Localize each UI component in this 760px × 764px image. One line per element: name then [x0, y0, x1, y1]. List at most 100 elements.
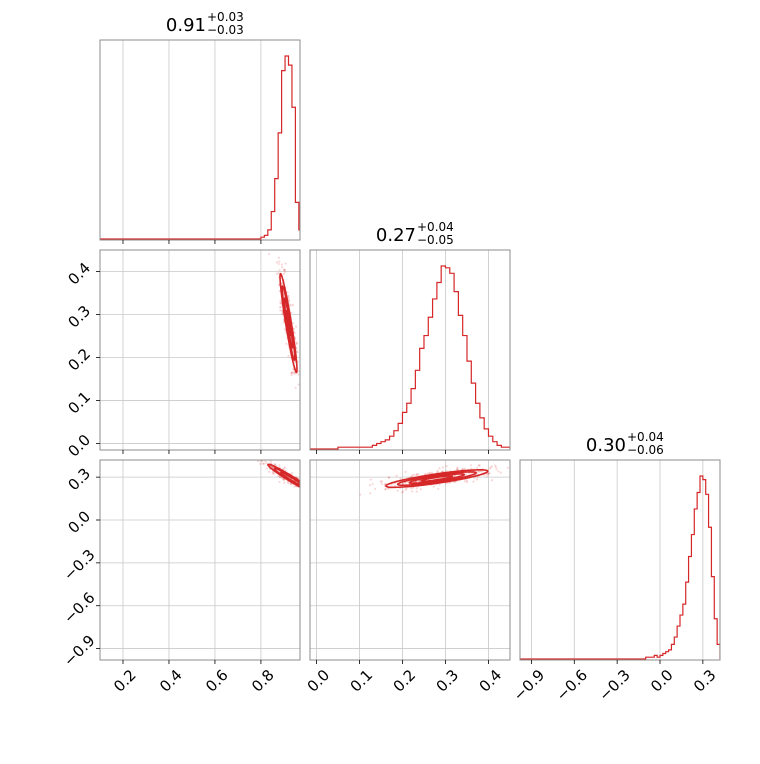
- sample-point: [262, 462, 265, 466]
- sample-point: [293, 332, 296, 335]
- sample-point: [304, 490, 306, 492]
- sample-point: [466, 480, 469, 484]
- sample-point: [287, 354, 290, 358]
- sample-point: [278, 480, 281, 484]
- sample-point: [305, 489, 307, 491]
- sample-point: [314, 494, 316, 496]
- sample-point: [436, 469, 439, 473]
- sample-point: [287, 297, 290, 300]
- histogram-2: [520, 475, 720, 660]
- x-tick-label: 0.4: [476, 666, 506, 696]
- sample-point: [490, 465, 493, 468]
- sample-point: [303, 489, 305, 491]
- y-tick-label: −0.9: [60, 631, 98, 669]
- sample-point: [374, 487, 377, 490]
- sample-point: [369, 478, 372, 481]
- sample-point: [275, 261, 279, 264]
- y-tick-label: 0.4: [64, 259, 94, 289]
- sample-point: [415, 473, 418, 477]
- x-tick-label: 0.4: [156, 666, 186, 696]
- sample-point: [289, 483, 292, 486]
- sample-point: [262, 462, 265, 465]
- sample-point: [485, 475, 489, 478]
- sample-point: [359, 493, 362, 496]
- sample-point: [512, 466, 514, 468]
- sample-point: [463, 467, 466, 470]
- sample-point: [464, 473, 468, 476]
- sample-point: [297, 383, 300, 386]
- panel-frame-2-0: [99, 459, 301, 661]
- sample-point: [280, 476, 283, 480]
- sample-point: [277, 272, 280, 275]
- sample-point: [311, 489, 313, 491]
- sample-point: [430, 471, 433, 474]
- x-tick-label: −0.3: [595, 666, 633, 704]
- sample-point: [294, 386, 297, 389]
- param-title-minus-2: −0.06: [627, 443, 664, 457]
- contour-2-1: [396, 471, 477, 487]
- param-title-plus-2: +0.04: [627, 430, 664, 444]
- sample-point: [305, 490, 307, 492]
- contour-2-2: [408, 473, 466, 485]
- sample-point: [269, 460, 272, 463]
- sample-point: [306, 486, 308, 488]
- histogram-0: [100, 55, 300, 240]
- sample-point: [411, 486, 415, 489]
- sample-point: [280, 309, 284, 312]
- sample-point: [283, 268, 287, 272]
- sample-point: [305, 486, 307, 488]
- frames-layer: [96, 39, 721, 664]
- sample-point: [290, 372, 293, 375]
- histogram-1: [310, 265, 510, 450]
- sample-point: [487, 472, 491, 475]
- sample-point: [301, 482, 303, 484]
- x-tick-label: 0.2: [390, 666, 420, 696]
- sample-point: [411, 473, 414, 477]
- sample-point: [405, 487, 408, 490]
- sample-point: [478, 464, 481, 467]
- y-tick-label: 0.0: [64, 431, 94, 461]
- param-title-value-2: 0.30: [586, 435, 626, 456]
- sample-point: [286, 291, 289, 294]
- sample-point: [278, 269, 281, 272]
- sample-point: [303, 484, 305, 486]
- sample-point: [281, 478, 285, 481]
- x-tick-label: 0.3: [433, 666, 463, 696]
- sample-point: [282, 268, 285, 272]
- contour-1-2: [280, 471, 300, 486]
- param-title-value-1: 0.27: [376, 225, 416, 246]
- sample-point: [293, 372, 296, 375]
- sample-point: [319, 495, 321, 497]
- sample-point: [404, 481, 407, 485]
- sample-point: [486, 472, 490, 476]
- sample-point: [301, 387, 303, 389]
- sample-point: [302, 485, 304, 487]
- sample-point: [476, 470, 479, 474]
- sample-point: [265, 467, 268, 470]
- sample-point: [263, 209, 265, 211]
- sample-point: [310, 487, 312, 489]
- sample-point: [305, 482, 307, 484]
- sample-point: [274, 463, 277, 466]
- contour-2-0: [385, 469, 489, 489]
- sample-point: [470, 467, 473, 470]
- sample-point: [283, 270, 287, 273]
- sample-point: [473, 477, 476, 480]
- y-tick-label: 0.0: [64, 507, 94, 537]
- sample-point: [283, 478, 286, 481]
- sample-point: [279, 305, 282, 309]
- sample-point: [494, 464, 497, 467]
- sample-point: [301, 487, 303, 489]
- sample-point: [281, 282, 284, 285]
- sample-point: [411, 490, 414, 493]
- sample-point: [303, 489, 305, 491]
- sample-point: [300, 483, 302, 485]
- sample-point: [465, 479, 469, 482]
- sample-point: [326, 497, 328, 499]
- sample-point: [371, 482, 374, 486]
- sample-point: [302, 484, 304, 486]
- sample-point: [302, 481, 304, 483]
- sample-point: [283, 481, 286, 484]
- sample-point: [301, 486, 303, 488]
